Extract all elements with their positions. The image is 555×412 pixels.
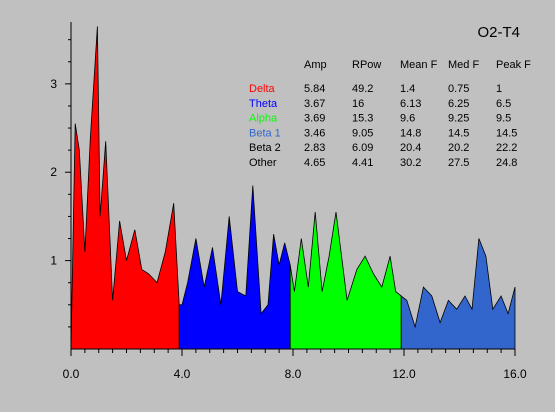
table-cell: 2.83 (304, 142, 325, 154)
table-cell: 1 (496, 83, 502, 95)
table-cell: 9.05 (352, 127, 373, 139)
table-cell: 4.65 (304, 157, 325, 169)
band-area-delta (70, 26, 180, 350)
table-cell: 15.3 (352, 113, 373, 125)
table-cell: 22.2 (496, 142, 517, 154)
table-row-label: Beta 2 (249, 142, 281, 154)
band-areas (70, 26, 516, 350)
table-cell: 14.5 (496, 127, 517, 139)
table-row-label: Alpha (249, 113, 278, 125)
table-cell: 49.2 (352, 83, 373, 95)
table-cell: 0.75 (448, 83, 469, 95)
table-cell: 6.25 (448, 98, 469, 110)
table-cell: 14.8 (400, 127, 421, 139)
table-header: Amp (304, 59, 327, 71)
table-cell: 3.69 (304, 113, 325, 125)
table-cell: 3.46 (304, 127, 325, 139)
chart-title: O2-T4 (477, 24, 520, 41)
y-tick-label: 1 (50, 254, 57, 268)
table-header: RPow (352, 59, 381, 71)
table-row-label: Beta 1 (249, 127, 281, 139)
table-row-label: Theta (249, 98, 278, 110)
table-cell: 6.09 (352, 142, 373, 154)
x-tick-label: 0.0 (63, 367, 80, 381)
x-tick-label: 16.0 (503, 367, 527, 381)
table-cell: 6.5 (496, 98, 511, 110)
table-cell: 9.25 (448, 113, 469, 125)
table-row-label: Other (249, 157, 277, 169)
table-cell: 6.13 (400, 98, 421, 110)
table-cell: 9.5 (496, 113, 511, 125)
table-cell: 14.5 (448, 127, 469, 139)
table-cell: 3.67 (304, 98, 325, 110)
table-cell: 30.2 (400, 157, 421, 169)
table-row-label: Delta (249, 83, 276, 95)
table-header: Med F (448, 59, 479, 71)
table-cell: 5.84 (304, 83, 325, 95)
table-cell: 20.4 (400, 142, 421, 154)
table-cell: 16 (352, 98, 364, 110)
x-tick-label: 8.0 (285, 367, 302, 381)
table-header: Peak F (496, 59, 531, 71)
table-cell: 27.5 (448, 157, 469, 169)
x-tick-label: 12.0 (392, 367, 416, 381)
axes: 1 2 3 0.0 4.0 8.0 12.0 16.0 (50, 22, 527, 381)
table-cell: 20.2 (448, 142, 469, 154)
table-cell: 9.6 (400, 113, 415, 125)
x-tick-label: 4.0 (174, 367, 191, 381)
table-cell: 24.8 (496, 157, 517, 169)
table-header: Mean F (400, 59, 438, 71)
table-cell: 4.41 (352, 157, 373, 169)
band-stats-table: Amp RPow Mean F Med F Peak F Delta 5.84 49.2 1.4… (249, 59, 531, 169)
band-area-beta-1 (400, 238, 516, 350)
band-area-theta (178, 185, 291, 350)
table-cell: 1.4 (400, 83, 415, 95)
band-area-alpha (289, 211, 402, 350)
y-tick-label: 2 (50, 165, 57, 179)
y-tick-label: 3 (50, 77, 57, 91)
